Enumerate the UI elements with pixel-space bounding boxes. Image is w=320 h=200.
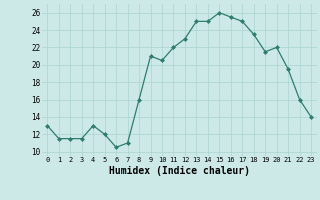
X-axis label: Humidex (Indice chaleur): Humidex (Indice chaleur) (109, 166, 250, 176)
